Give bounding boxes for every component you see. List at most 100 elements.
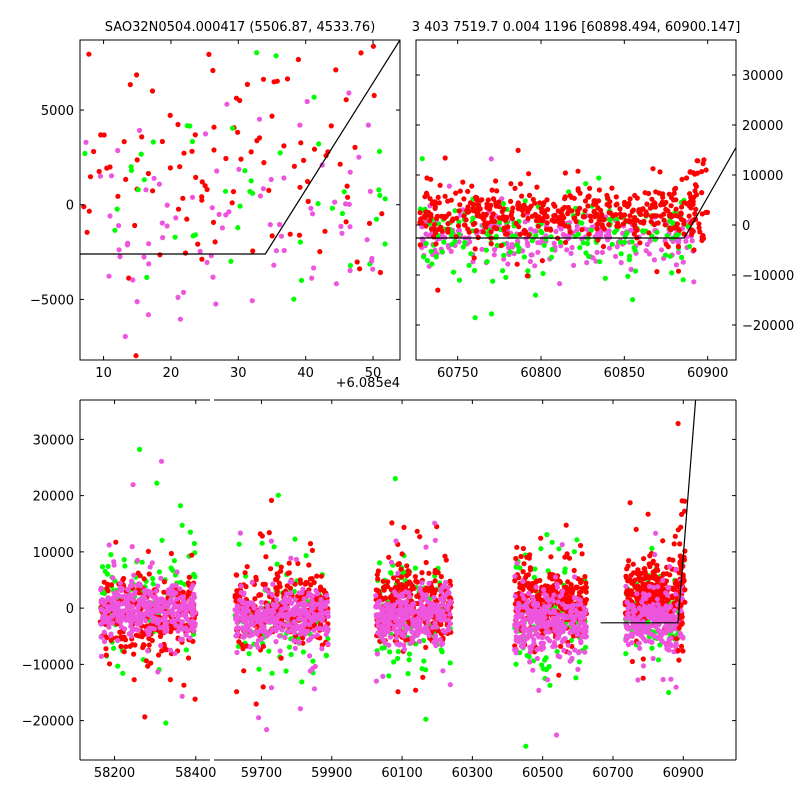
light-curve-point-pink [374,651,380,657]
light-curve-point-pink [577,621,584,627]
phase-point-green [376,187,382,193]
light-curve-point-pink [655,584,661,590]
zoom-point-pink [646,251,653,257]
zoom-point-red [542,208,548,214]
light-curve-point-red [273,585,279,591]
light-curve-point-red [122,637,129,643]
zoom-point-red [457,202,463,208]
light-curve-point-pink [189,612,196,619]
phase-point-pink [83,139,89,145]
phase-point-green [114,206,120,212]
zoom-point-red [512,185,518,191]
light-curve-point-pink [546,602,553,609]
light-curve-point-pink [528,646,534,652]
light-curve-point-green [192,574,198,580]
phase-point-pink [273,248,279,254]
light-curve-point-red [403,583,409,589]
phase-point-red [233,95,240,101]
light-curve-point-pink [667,620,673,627]
zoom-point-green [654,229,660,235]
light-curve-point-red [675,647,681,654]
zoom-point-red [668,227,674,233]
light-curve-point-pink [317,625,323,632]
light-curve-point-red [432,570,438,576]
zoom-point-green [602,275,608,281]
phase-point-red [296,232,303,238]
zoom-point-red [555,208,561,214]
zoom-point-pink [689,238,695,244]
zoom-point-red-tail [696,225,702,231]
zoom-point-green [507,249,514,255]
phase-point-red [133,353,139,359]
zoom-point-red [457,188,463,194]
light-curve-point-red [629,658,636,665]
zoom-point-pink [505,261,511,267]
zoom-point-red [648,219,654,225]
light-curve-point-pink [537,608,543,614]
light-curve-point-green [170,567,176,573]
phase-point-red [204,186,210,193]
light-curve-point-red [113,539,119,545]
zoom-point-pink [527,258,534,265]
light-curve-point-pink [191,594,198,600]
light-curve-point-pink [258,599,265,605]
light-curve-point-green [412,565,418,571]
light-curve-point-red [302,581,308,587]
zoom-point-pink [557,281,563,287]
light-curve-point-pink [403,606,409,612]
light-curve-point-pink [560,588,566,594]
zoom-point-red [520,212,526,218]
zoom-point-green [618,251,624,257]
light-curve-point-red [118,634,124,640]
light-curve-point-pink [271,609,277,615]
light-curve-point-green [179,522,185,528]
zoom-point-pink [673,262,680,268]
light-curve-point-pink [393,538,399,544]
light-curve-point-pink [574,602,581,608]
light-curve-point-red [240,646,246,652]
light-curve-point-pink [245,608,252,614]
zoom-point-pink [675,249,682,255]
zoom-point-red [565,204,572,211]
phase-x-tick-label: 50 [365,366,382,381]
light-curve-point-pink [387,634,393,640]
light-curve-point-pink [149,625,155,631]
light-curve-point-pink [119,586,125,592]
phase-point-red [134,72,140,78]
light-curve-point-pink [302,631,308,637]
zoom-point-red [562,239,569,246]
light-curve-point-red [263,554,269,560]
light-curve-x-tick-label: 58400 [175,766,216,781]
zoom-point-green [622,239,628,245]
light-curve-point-red [292,581,298,587]
light-curve-point-red [654,562,660,568]
phase-point-green [128,167,135,173]
zoom-point-red [631,222,637,228]
light-curve-x-tick-label: 60100 [381,766,422,781]
phase-point-pink [347,267,353,274]
light-curve-point-pink [311,603,317,610]
phase-point-red [274,78,280,84]
phase-point-red [261,160,267,166]
phase-point-red [104,165,110,171]
light-curve-point-pink [296,590,302,596]
zoom-point-pink [423,231,429,237]
phase-x-tick-label: 30 [230,366,247,381]
light-curve-point-pink [148,613,154,619]
light-curve-point-pink [581,627,587,633]
light-curve-point-pink [431,639,437,645]
light-curve-point-pink [380,606,386,613]
light-curve-point-pink [442,629,448,635]
light-curve-point-pink [637,645,643,651]
zoom-point-red [684,175,690,181]
light-curve-point-red [146,642,152,648]
zoom-point-pink [594,249,600,255]
light-curve-point-pink [654,635,661,641]
light-curve-point-pink [401,633,407,639]
light-curve-point-pink [663,603,669,609]
zoom-point-red [551,213,557,219]
zoom-point-pink [643,248,649,254]
light-curve-point-pink [274,614,280,620]
light-curve-point-pink [663,624,669,630]
light-curve-point-green [266,648,272,654]
